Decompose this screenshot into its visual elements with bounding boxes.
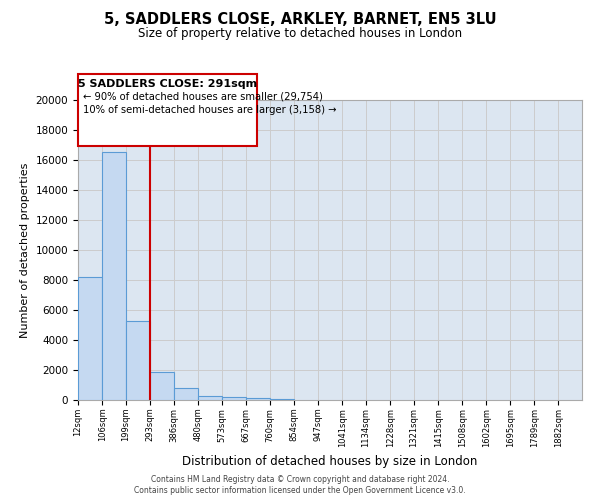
X-axis label: Distribution of detached houses by size in London: Distribution of detached houses by size …: [182, 455, 478, 468]
Bar: [174, 388, 198, 400]
Bar: [126, 320, 150, 400]
Text: 5, SADDLERS CLOSE, ARKLEY, BARNET, EN5 3LU: 5, SADDLERS CLOSE, ARKLEY, BARNET, EN5 3…: [104, 12, 496, 28]
Y-axis label: Number of detached properties: Number of detached properties: [20, 162, 30, 338]
Bar: [150, 372, 174, 400]
Text: Contains public sector information licensed under the Open Government Licence v3: Contains public sector information licen…: [134, 486, 466, 495]
Text: Contains HM Land Registry data © Crown copyright and database right 2024.: Contains HM Land Registry data © Crown c…: [151, 475, 449, 484]
Bar: [270, 398, 294, 400]
Text: 10% of semi-detached houses are larger (3,158) →: 10% of semi-detached houses are larger (…: [83, 105, 337, 115]
Bar: [246, 398, 270, 400]
Text: ← 90% of detached houses are smaller (29,754): ← 90% of detached houses are smaller (29…: [83, 92, 323, 102]
Bar: [198, 396, 222, 400]
Bar: [78, 277, 102, 400]
Bar: [102, 152, 126, 400]
Text: 5 SADDLERS CLOSE: 291sqm: 5 SADDLERS CLOSE: 291sqm: [78, 80, 257, 90]
Bar: [222, 397, 246, 400]
Text: Size of property relative to detached houses in London: Size of property relative to detached ho…: [138, 28, 462, 40]
